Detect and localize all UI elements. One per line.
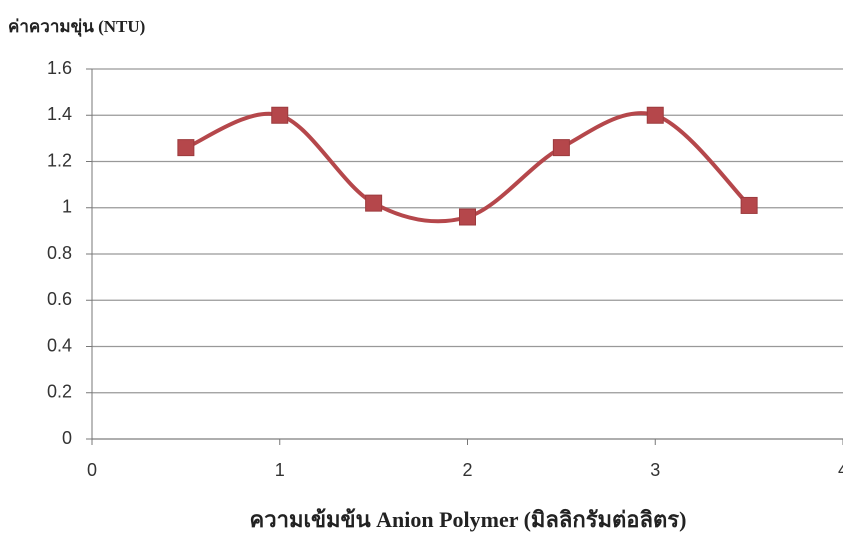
marker <box>740 196 758 214</box>
y-tick-label: 1.6 <box>47 58 72 78</box>
x-tick-label: 2 <box>462 460 472 480</box>
y-tick-label: 0.2 <box>47 382 72 402</box>
series-line <box>185 111 751 224</box>
x-tick-label: 3 <box>650 460 660 480</box>
marker <box>177 139 195 157</box>
x-tick-label: 4 <box>838 460 843 480</box>
y-tick-label: 1 <box>62 197 72 217</box>
x-axis-label: ความเข้มข้น Anion Polymer (มิลลิกรัมต่อล… <box>250 507 687 532</box>
x-tick-label: 0 <box>87 460 97 480</box>
y-tick-label: 0.4 <box>47 335 72 355</box>
y-tick-label: 1.4 <box>47 104 72 124</box>
y-tick-label: 0.6 <box>47 289 72 309</box>
y-axis-label: ค่าความขุ่น (NTU) <box>8 17 145 37</box>
y-tick-label: 0.8 <box>47 243 72 263</box>
x-tick-label: 1 <box>275 460 285 480</box>
marker <box>271 106 289 124</box>
marker <box>365 194 383 212</box>
marker <box>646 106 664 124</box>
marker <box>459 208 476 226</box>
y-tick-label: 1.2 <box>47 150 72 170</box>
marker <box>552 139 570 157</box>
y-tick-label: 0 <box>62 428 72 448</box>
